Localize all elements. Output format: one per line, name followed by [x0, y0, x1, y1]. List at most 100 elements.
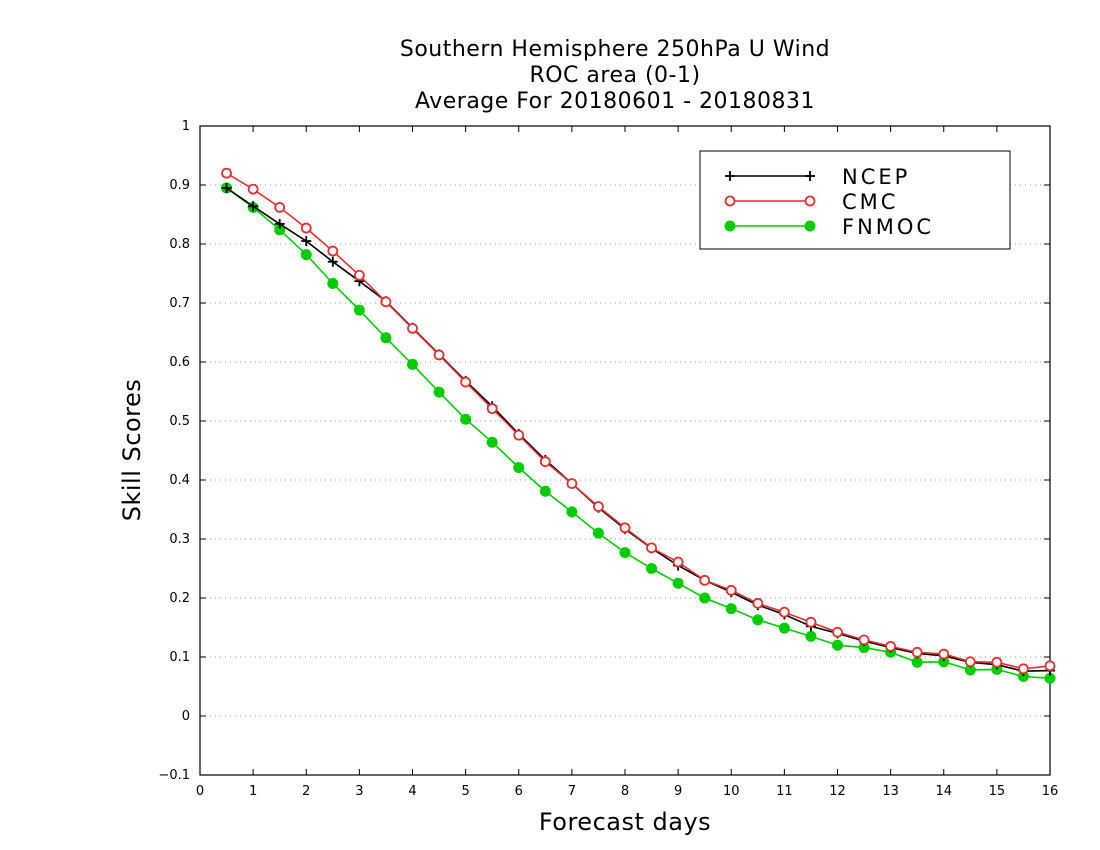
x-tick-label: 10 — [723, 784, 740, 799]
data-point-cmc — [672, 556, 684, 568]
x-axis-label: Forecast days — [538, 808, 712, 836]
legend-box — [699, 150, 1011, 250]
data-point-cmc — [832, 626, 843, 638]
series-fnmoc — [221, 182, 1056, 684]
series-group — [221, 167, 1056, 684]
data-point-cmc — [1018, 663, 1029, 675]
data-point-ncep — [274, 218, 285, 229]
x-tick-label: 9 — [674, 784, 682, 799]
data-point-ncep — [221, 182, 232, 193]
x-tick-label: 13 — [882, 784, 899, 799]
data-point-cmc — [433, 349, 445, 361]
data-point-fnmoc — [725, 603, 737, 615]
data-point-cmc — [1044, 660, 1056, 672]
data-point-cmc — [885, 640, 897, 652]
data-point-cmc — [991, 656, 1003, 668]
legend-marker-ncep — [725, 171, 735, 181]
series-line-ncep — [226, 187, 1051, 673]
y-tick-label: 0.1 — [169, 650, 190, 665]
grid-lines — [200, 184, 1050, 717]
y-tick-label: 0.9 — [169, 178, 190, 193]
data-point-cmc — [380, 296, 392, 308]
data-point-fnmoc — [539, 485, 551, 497]
data-point-fnmoc — [619, 547, 631, 559]
series-cmc — [221, 167, 1056, 675]
y-tick-label: 0.3 — [169, 532, 190, 547]
legend-item-ncep: NCEP — [725, 165, 907, 189]
y-tick-label: 0.2 — [169, 591, 190, 606]
x-tick-label: 4 — [408, 784, 416, 799]
chart-title-line-3: Average For 20180601 - 20180831 — [414, 89, 816, 114]
data-point-cmc — [300, 222, 312, 234]
data-point-cmc — [938, 648, 950, 660]
data-point-fnmoc — [300, 249, 312, 261]
legend-marker-ncep — [805, 171, 815, 181]
x-tick-label: 5 — [461, 784, 469, 799]
y-tick-label: 0.6 — [169, 355, 190, 370]
data-point-cmc — [460, 376, 472, 388]
data-point-fnmoc — [752, 614, 764, 626]
y-tick-label: 1 — [182, 119, 190, 134]
x-tick-label: 14 — [935, 784, 952, 799]
x-tick-label: 11 — [776, 784, 793, 799]
data-point-fnmoc — [380, 332, 392, 344]
x-tick-label: 7 — [568, 784, 576, 799]
y-tick-label: 0.4 — [169, 473, 190, 488]
data-point-fnmoc — [592, 527, 604, 539]
data-point-cmc — [486, 403, 498, 415]
data-point-cmc — [725, 584, 737, 596]
legend-label-fnmoc: FNMOC — [842, 215, 934, 239]
x-tick-label: 12 — [829, 784, 846, 799]
x-tick-label: 6 — [515, 784, 523, 799]
data-point-cmc — [911, 646, 923, 658]
data-point-cmc — [513, 429, 525, 441]
data-point-cmc — [858, 634, 870, 646]
data-point-ncep — [248, 201, 259, 212]
x-tick-label: 15 — [989, 784, 1006, 799]
data-point-fnmoc — [327, 278, 339, 290]
data-point-cmc — [353, 269, 365, 281]
y-tick-label: 0.5 — [169, 414, 190, 429]
data-point-fnmoc — [672, 577, 684, 589]
x-tick-label: 3 — [355, 784, 363, 799]
data-point-fnmoc — [699, 592, 711, 604]
data-point-fnmoc — [911, 656, 923, 668]
series-line-fnmoc — [226, 187, 1051, 679]
y-axis-label: Skill Scores — [118, 378, 146, 522]
data-point-fnmoc — [566, 506, 578, 518]
data-point-cmc — [619, 522, 631, 534]
data-point-cmc — [964, 656, 976, 668]
x-tick-label: 0 — [196, 784, 204, 799]
data-point-cmc — [778, 606, 790, 618]
data-point-cmc — [274, 202, 286, 213]
data-point-cmc — [593, 501, 604, 512]
data-point-fnmoc — [832, 639, 843, 651]
y-tick-label: 0.7 — [169, 296, 190, 311]
data-point-fnmoc — [460, 413, 472, 425]
data-point-fnmoc — [486, 436, 498, 448]
legend-item-cmc: CMC — [724, 190, 895, 214]
x-tick-label: 2 — [302, 784, 310, 799]
y-tick-label: 0 — [182, 709, 190, 724]
data-point-cmc — [327, 245, 339, 257]
data-point-fnmoc — [513, 462, 525, 474]
data-point-fnmoc — [407, 358, 418, 370]
data-point-cmc — [247, 183, 259, 195]
series-ncep — [221, 182, 1055, 677]
chart-title-line-2: ROC area (0-1) — [529, 63, 701, 88]
y-tick-label: 0.8 — [169, 237, 190, 252]
data-point-fnmoc — [646, 563, 658, 574]
data-point-fnmoc — [353, 304, 365, 316]
data-point-ncep — [301, 236, 312, 247]
legend-marker-cmc — [724, 195, 736, 207]
data-point-cmc — [221, 167, 232, 179]
data-point-cmc — [539, 456, 551, 468]
data-point-cmc — [805, 616, 817, 628]
y-tick-label: −0.1 — [158, 768, 190, 783]
data-point-fnmoc — [805, 630, 817, 642]
data-point-cmc — [646, 542, 657, 554]
legend-item-fnmoc: FNMOC — [724, 215, 934, 239]
data-point-cmc — [752, 597, 764, 609]
